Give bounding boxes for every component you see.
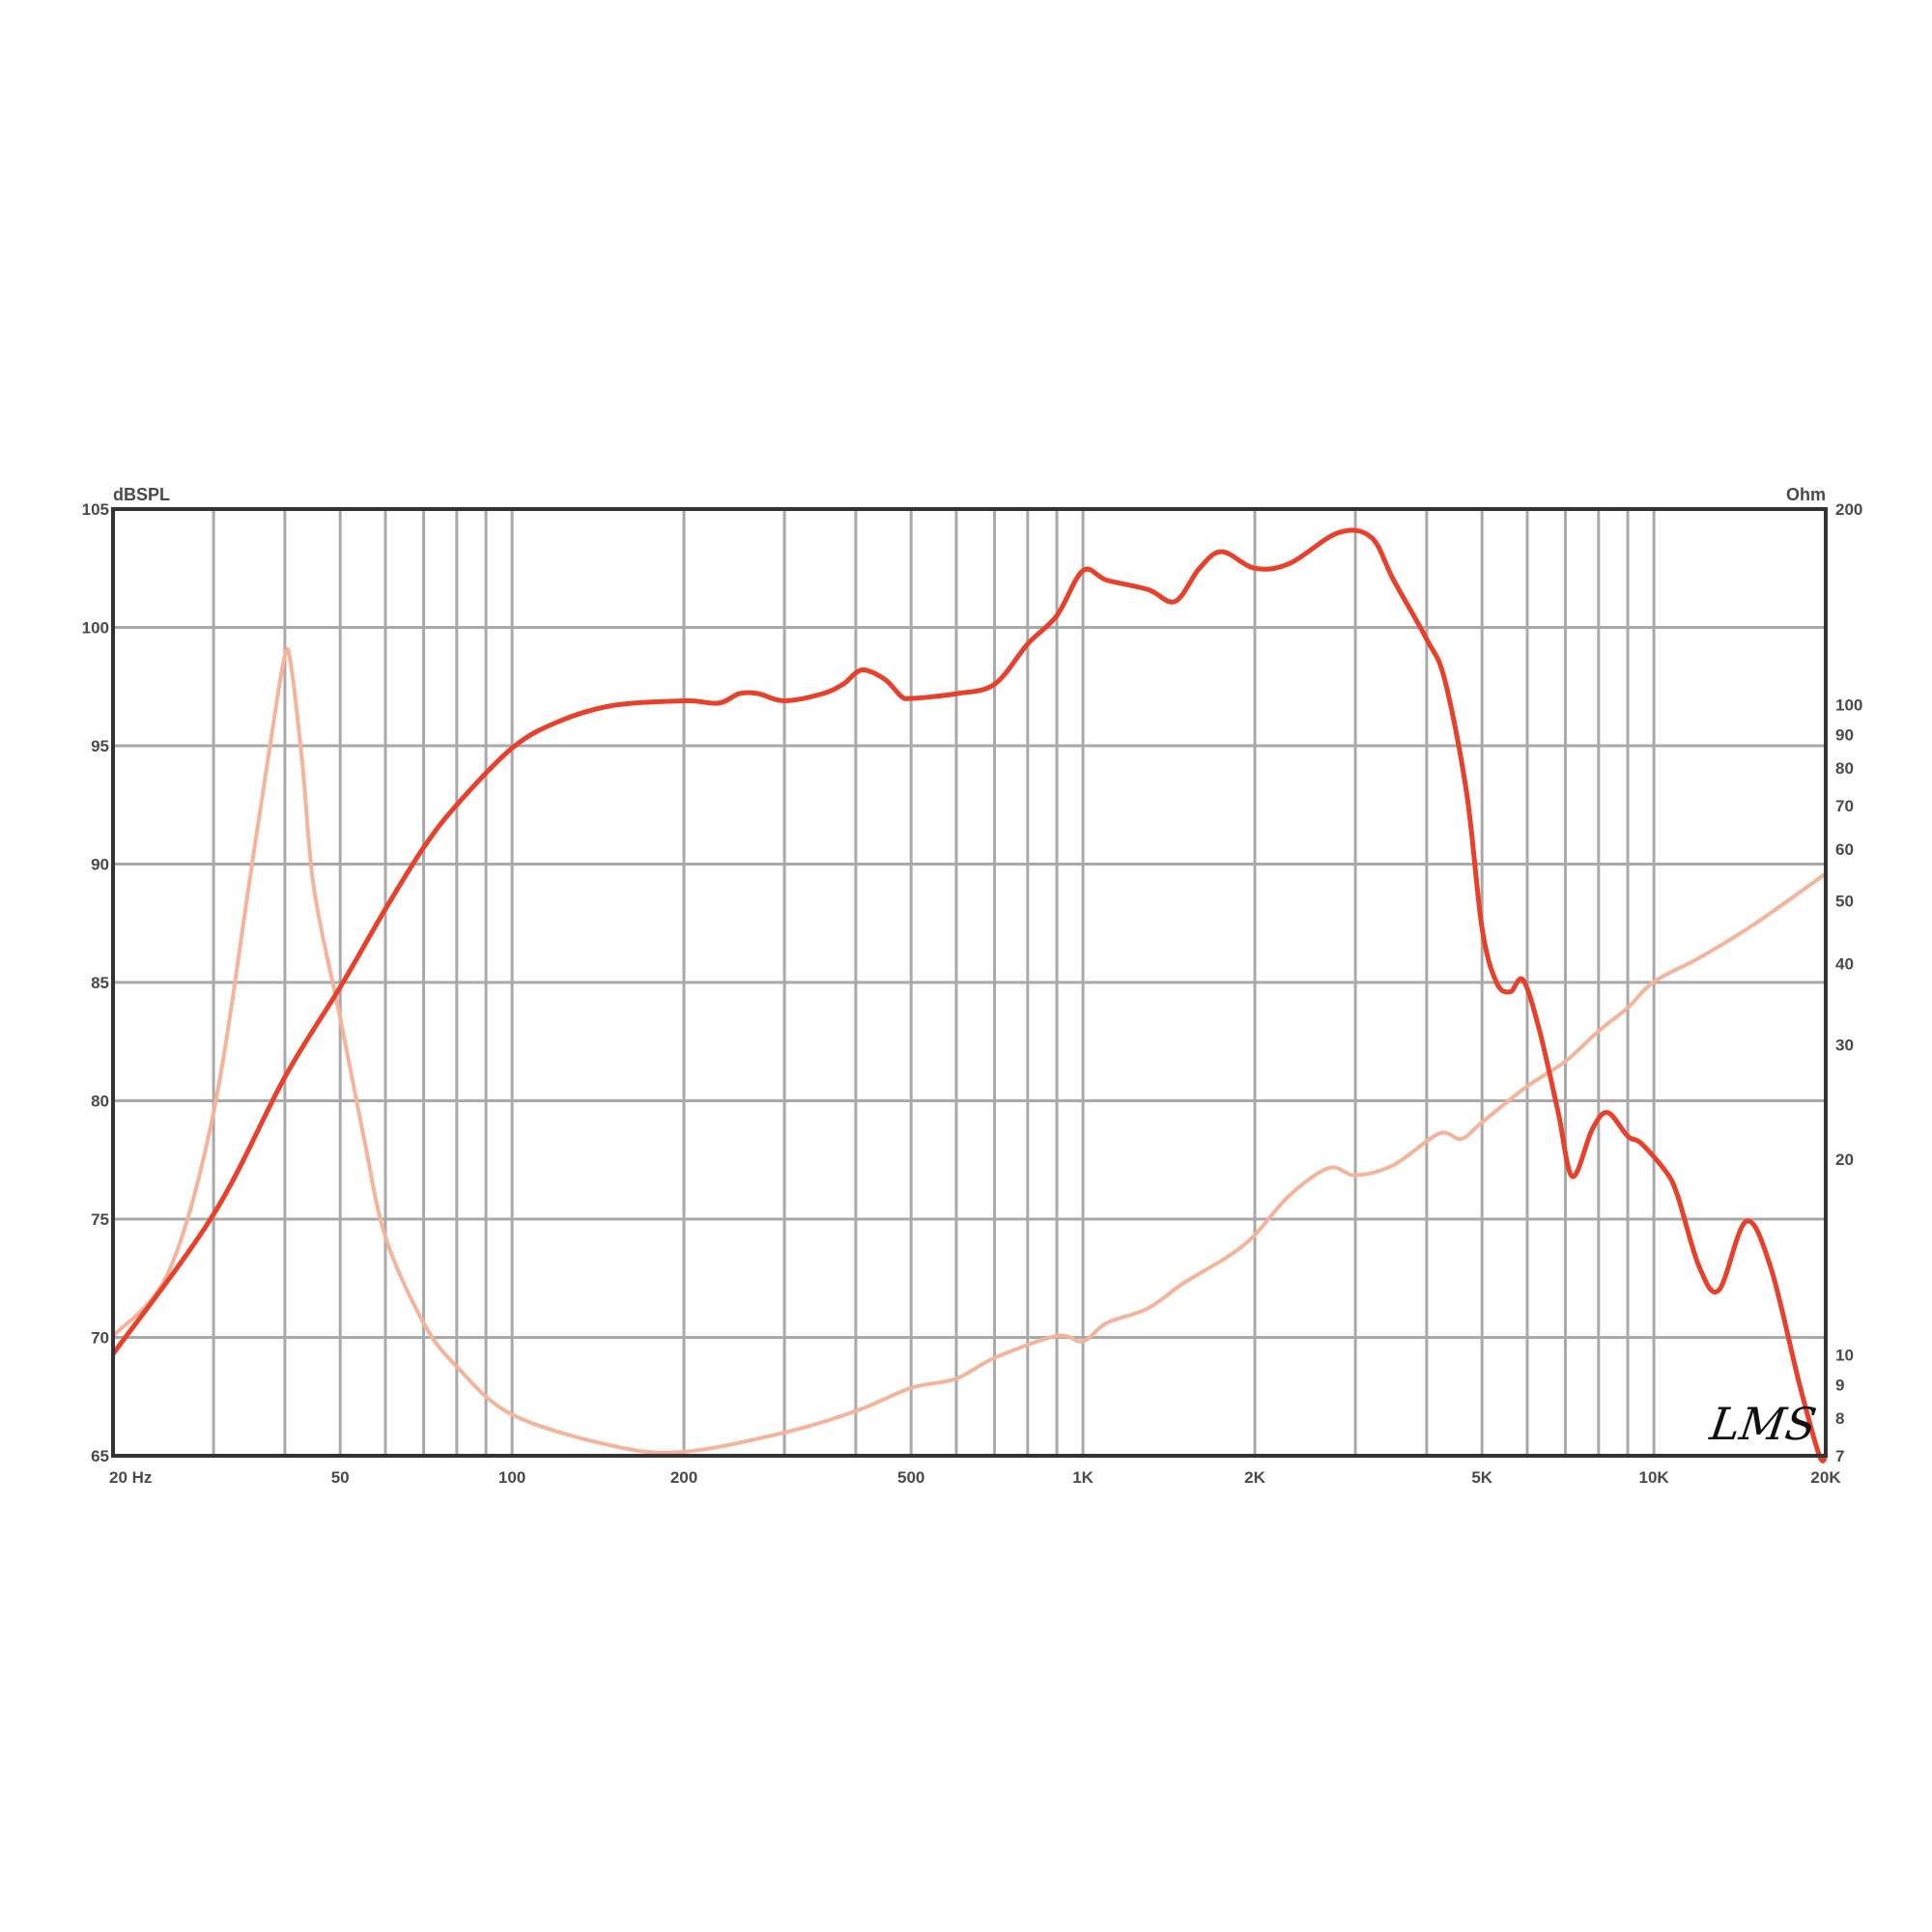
lms-logo: LMS bbox=[1706, 1398, 1820, 1450]
right-tick-label: 8 bbox=[1835, 1409, 1844, 1428]
right-tick-label: 30 bbox=[1835, 1037, 1854, 1055]
right-tick-label: 60 bbox=[1835, 840, 1854, 859]
x-tick-label: 500 bbox=[897, 1468, 924, 1487]
right-axis-label: Ohm bbox=[1786, 485, 1826, 504]
right-tick-label: 40 bbox=[1835, 954, 1854, 973]
impedance-curve bbox=[111, 646, 1828, 1455]
x-tick-label: 1K bbox=[1072, 1468, 1094, 1487]
tick-labels: 65 70 75 80 85 90 95 100 105 7 8 9 10 20 30 40 50 60 70 80 9… bbox=[82, 500, 1863, 1487]
right-tick-label: 9 bbox=[1835, 1377, 1844, 1395]
x-tick-label: 5K bbox=[1471, 1468, 1492, 1487]
right-tick-label: 7 bbox=[1835, 1447, 1844, 1465]
curves bbox=[110, 527, 1829, 1463]
x-tick-label: 20 Hz bbox=[109, 1468, 152, 1487]
left-tick-label: 95 bbox=[91, 737, 109, 755]
left-tick-label: 90 bbox=[91, 856, 109, 874]
left-tick-label: 105 bbox=[82, 500, 109, 519]
right-tick-label: 10 bbox=[1835, 1347, 1854, 1365]
left-tick-label: 70 bbox=[91, 1329, 109, 1348]
right-tick-label: 200 bbox=[1835, 500, 1862, 519]
x-tick-label: 200 bbox=[670, 1468, 697, 1487]
x-tick-label: 50 bbox=[331, 1468, 350, 1487]
right-tick-label: 100 bbox=[1835, 696, 1862, 715]
right-tick-label: 90 bbox=[1835, 725, 1854, 744]
spl-curve bbox=[110, 527, 1829, 1463]
plot-frame bbox=[111, 507, 1828, 1458]
left-tick-label: 65 bbox=[91, 1447, 109, 1465]
grid bbox=[113, 509, 1826, 1456]
x-tick-label: 100 bbox=[498, 1468, 526, 1487]
left-tick-label: 75 bbox=[91, 1210, 109, 1229]
left-tick-label: 85 bbox=[91, 974, 109, 992]
x-tick-label: 10K bbox=[1638, 1468, 1669, 1487]
left-tick-label: 100 bbox=[82, 619, 109, 638]
left-axis-label: dBSPL bbox=[113, 485, 170, 504]
right-tick-label: 20 bbox=[1835, 1151, 1854, 1169]
right-tick-label: 70 bbox=[1835, 797, 1854, 815]
right-tick-label: 80 bbox=[1835, 759, 1854, 778]
left-tick-label: 80 bbox=[91, 1093, 109, 1111]
right-tick-label: 50 bbox=[1835, 892, 1854, 910]
x-tick-label: 20K bbox=[1810, 1468, 1841, 1487]
x-tick-label: 2K bbox=[1244, 1468, 1265, 1487]
